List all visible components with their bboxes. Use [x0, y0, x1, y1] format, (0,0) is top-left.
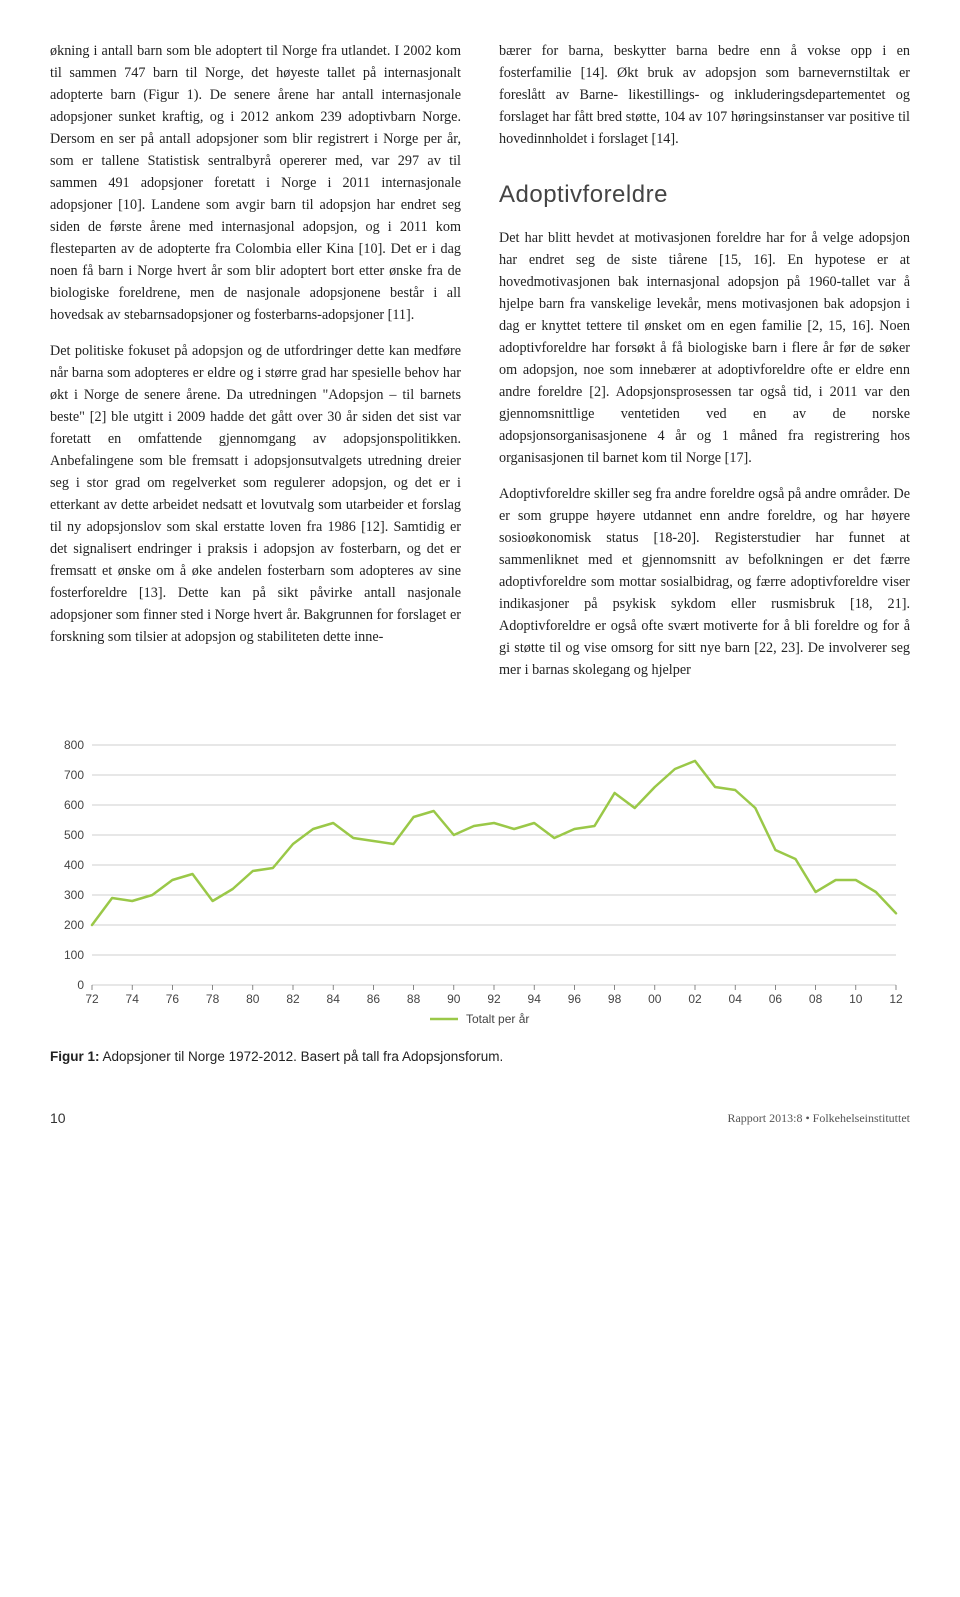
svg-text:76: 76: [166, 992, 180, 1006]
svg-text:06: 06: [769, 992, 783, 1006]
page-footer: 10 Rapport 2013:8 • Folkehelseinstitutte…: [50, 1104, 910, 1126]
figure-label: Figur 1:: [50, 1049, 100, 1064]
svg-text:400: 400: [64, 858, 84, 872]
body-paragraph: Det politiske fokuset på adopsjon og de …: [50, 340, 461, 648]
svg-text:74: 74: [126, 992, 140, 1006]
figure-caption-text: Adopsjoner til Norge 1972-2012. Basert p…: [100, 1049, 504, 1064]
left-column: økning i antall barn som ble adoptert ti…: [50, 40, 461, 695]
svg-text:80: 80: [246, 992, 260, 1006]
svg-text:82: 82: [286, 992, 300, 1006]
svg-text:92: 92: [487, 992, 501, 1006]
svg-text:94: 94: [528, 992, 542, 1006]
svg-text:700: 700: [64, 768, 84, 782]
svg-text:04: 04: [729, 992, 743, 1006]
svg-text:300: 300: [64, 888, 84, 902]
section-heading-adoptivforeldre: Adoptivforeldre: [499, 176, 910, 213]
svg-text:84: 84: [327, 992, 341, 1006]
svg-text:02: 02: [688, 992, 702, 1006]
body-paragraph: Det har blitt hevdet at motivasjonen for…: [499, 227, 910, 469]
svg-text:78: 78: [206, 992, 220, 1006]
right-column: bærer for barna, beskytter barna bedre e…: [499, 40, 910, 695]
svg-text:10: 10: [849, 992, 863, 1006]
body-paragraph: økning i antall barn som ble adoptert ti…: [50, 40, 461, 326]
report-label: Rapport 2013:8 • Folkehelseinstituttet: [727, 1111, 910, 1126]
svg-text:96: 96: [568, 992, 582, 1006]
chart-svg: 0100200300400500600700800727476788082848…: [50, 735, 910, 1035]
svg-text:98: 98: [608, 992, 622, 1006]
page-number: 10: [50, 1110, 66, 1126]
svg-text:88: 88: [407, 992, 421, 1006]
svg-text:00: 00: [648, 992, 662, 1006]
svg-text:800: 800: [64, 738, 84, 752]
svg-text:Totalt per år: Totalt per år: [466, 1012, 529, 1026]
body-paragraph: Adoptivforeldre skiller seg fra andre fo…: [499, 483, 910, 681]
svg-text:90: 90: [447, 992, 461, 1006]
two-column-body: økning i antall barn som ble adoptert ti…: [50, 40, 910, 695]
svg-text:0: 0: [77, 978, 84, 992]
svg-text:600: 600: [64, 798, 84, 812]
figure-caption: Figur 1: Adopsjoner til Norge 1972-2012.…: [50, 1049, 910, 1064]
svg-text:08: 08: [809, 992, 823, 1006]
line-chart: 0100200300400500600700800727476788082848…: [50, 735, 910, 1035]
svg-text:12: 12: [889, 992, 903, 1006]
svg-text:100: 100: [64, 948, 84, 962]
svg-text:72: 72: [85, 992, 99, 1006]
svg-text:86: 86: [367, 992, 381, 1006]
svg-text:200: 200: [64, 918, 84, 932]
body-paragraph: bærer for barna, beskytter barna bedre e…: [499, 40, 910, 150]
svg-text:500: 500: [64, 828, 84, 842]
